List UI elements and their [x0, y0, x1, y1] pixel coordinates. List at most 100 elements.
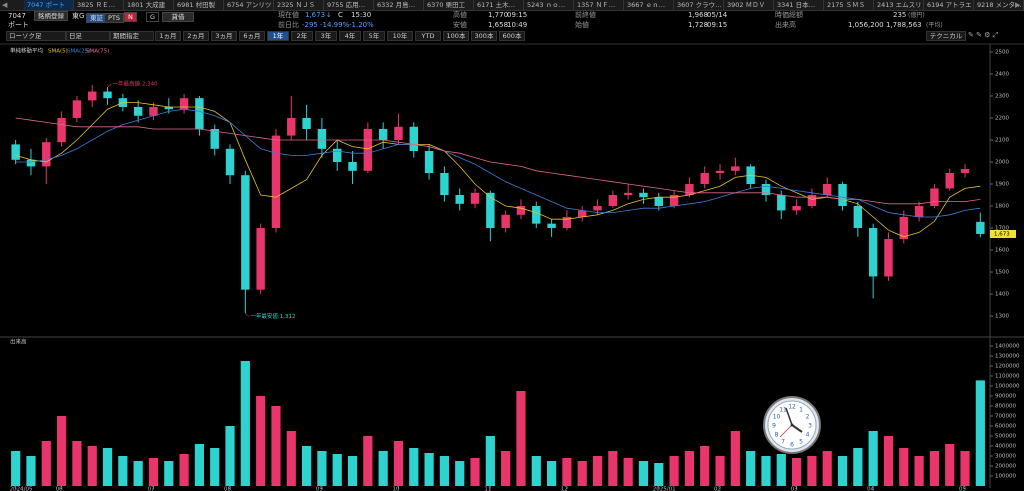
quote-time: 10:49: [507, 21, 528, 29]
stock-tab[interactable]: 3902 ＭＤＶ: [724, 0, 774, 10]
technical-button[interactable]: テクニカル: [926, 31, 966, 41]
candle-body: [930, 188, 939, 207]
svg-text:2: 2: [806, 414, 810, 421]
margin-button[interactable]: 貸借: [162, 12, 194, 22]
period-button[interactable]: 5年: [363, 31, 385, 41]
period-button[interactable]: 300本: [471, 31, 497, 41]
candle-body: [348, 161, 357, 171]
quote-value: -295: [302, 21, 318, 29]
quote-label: 前日比: [278, 21, 299, 29]
pts-button[interactable]: PTS: [104, 13, 125, 23]
interval-select[interactable]: 日足: [66, 31, 110, 41]
register-button[interactable]: 銘柄登録: [34, 11, 68, 21]
y-tick-label: 1000000: [995, 384, 1020, 390]
stock-tab[interactable]: 6171 土木…: [474, 0, 524, 10]
g-button[interactable]: G: [146, 12, 160, 22]
x-tick-label: 10: [392, 487, 399, 491]
svg-text:3: 3: [808, 423, 812, 430]
chart-style-select[interactable]: ローソク足: [6, 31, 66, 41]
tool-icons[interactable]: ✎ ✎ ⚙ ⤢: [968, 31, 999, 39]
stock-tab[interactable]: 2175 ＳＭＳ: [824, 0, 874, 10]
volume-bar: [148, 458, 159, 486]
candle-body: [715, 170, 725, 174]
volume-bar: [883, 436, 894, 486]
quote-date: 05/14: [707, 11, 728, 19]
stock-tab[interactable]: 6754 アンリツ: [224, 0, 274, 10]
stock-tab[interactable]: 1357 ＮＦ…: [574, 0, 624, 10]
x-tick-label: 02: [714, 487, 721, 491]
period-button[interactable]: 2年: [291, 31, 313, 41]
period-button[interactable]: 600本: [499, 31, 525, 41]
volume-bar: [746, 451, 756, 486]
news-button[interactable]: N: [124, 12, 137, 22]
volume-bar: [72, 441, 82, 486]
period-button[interactable]: 1年: [267, 31, 289, 41]
tab-scroll[interactable]: ◀: [2, 1, 8, 9]
volume-bar: [853, 448, 863, 486]
stock-tab[interactable]: 5243 ｎｏ…: [524, 0, 574, 10]
stock-tab[interactable]: 6194 アトラエ: [924, 0, 974, 10]
volume-bar: [669, 456, 679, 486]
candle-body: [777, 195, 786, 211]
stock-tab[interactable]: 7047 ポート: [24, 0, 74, 10]
stock-tab[interactable]: 2325 ＮＪＳ: [274, 0, 324, 10]
stock-tab[interactable]: 6981 村田製: [174, 0, 224, 10]
volume-bar: [11, 451, 21, 486]
candle-body: [424, 150, 434, 174]
candle-body: [547, 223, 556, 229]
candle-body: [685, 184, 694, 196]
candle-body: [945, 173, 954, 189]
stock-tab[interactable]: 9755 応用…: [324, 0, 374, 10]
candle-body: [302, 117, 311, 129]
stock-tab[interactable]: 3607 クラウ…: [674, 0, 724, 10]
period-button[interactable]: 2ヵ月: [183, 31, 209, 41]
period-button[interactable]: 6ヵ月: [239, 31, 265, 41]
annotation: 一年最高値:2,340: [113, 80, 159, 88]
chart-bg: [0, 42, 1024, 491]
stock-tab[interactable]: 3341 日本…: [774, 0, 824, 10]
stock-code: 7047: [8, 12, 26, 20]
quote-time: 15:30: [351, 11, 372, 19]
stock-tab[interactable]: 6332 月島…: [374, 0, 424, 10]
y-tick-label: 500000: [995, 434, 1016, 440]
candle-body: [241, 175, 250, 290]
volume-bar: [960, 451, 970, 486]
period-button[interactable]: 100本: [443, 31, 469, 41]
stock-tab[interactable]: 6370 栗田工: [424, 0, 474, 10]
stock-tab[interactable]: 3667 ｅｎ…: [624, 0, 674, 10]
period-button[interactable]: 3年: [315, 31, 337, 41]
period-button[interactable]: YTD: [415, 31, 441, 41]
y-tick-label: 300000: [995, 454, 1016, 460]
period-button[interactable]: 3ヵ月: [211, 31, 237, 41]
period-button[interactable]: 4年: [339, 31, 361, 41]
period-button[interactable]: 1ヵ月: [155, 31, 181, 41]
tab-scroll[interactable]: ▶: [1015, 1, 1021, 9]
y-tick-label: 1400: [995, 292, 1009, 298]
candle-body: [868, 228, 878, 277]
quote-value: 1,728: [688, 21, 709, 29]
stock-name: ポート: [8, 21, 29, 29]
quote-value: 235: [893, 11, 907, 19]
tab-bar: 7047 ポート 3825 ＲＥ… 1801 大成建 6981 村田製 6754 アンリ…: [0, 0, 1024, 11]
candle-body: [838, 184, 847, 207]
x-tick-label: 07: [147, 487, 154, 491]
candle-body: [669, 195, 679, 207]
stock-tab[interactable]: 1801 大成建: [124, 0, 174, 10]
legend-entry: SMA(25): [67, 49, 90, 55]
candle-body: [11, 144, 20, 160]
volume-bar: [87, 446, 97, 486]
y-tick-label: 1700: [995, 226, 1009, 232]
stock-tab[interactable]: 2413 エムスリー: [874, 0, 924, 10]
volume-bar: [317, 451, 327, 486]
volume-bar: [470, 458, 480, 486]
period-button[interactable]: 10年: [387, 31, 413, 41]
volume-bar: [807, 456, 817, 486]
stock-tab[interactable]: 3825 ＲＥ…: [74, 0, 124, 10]
volume-bar: [133, 461, 143, 486]
pane-title: 出来高: [10, 338, 27, 346]
volume-bar: [332, 454, 342, 486]
candle-body: [409, 126, 418, 151]
volume-bar: [439, 456, 449, 486]
range-select[interactable]: 期間指定: [110, 31, 154, 41]
